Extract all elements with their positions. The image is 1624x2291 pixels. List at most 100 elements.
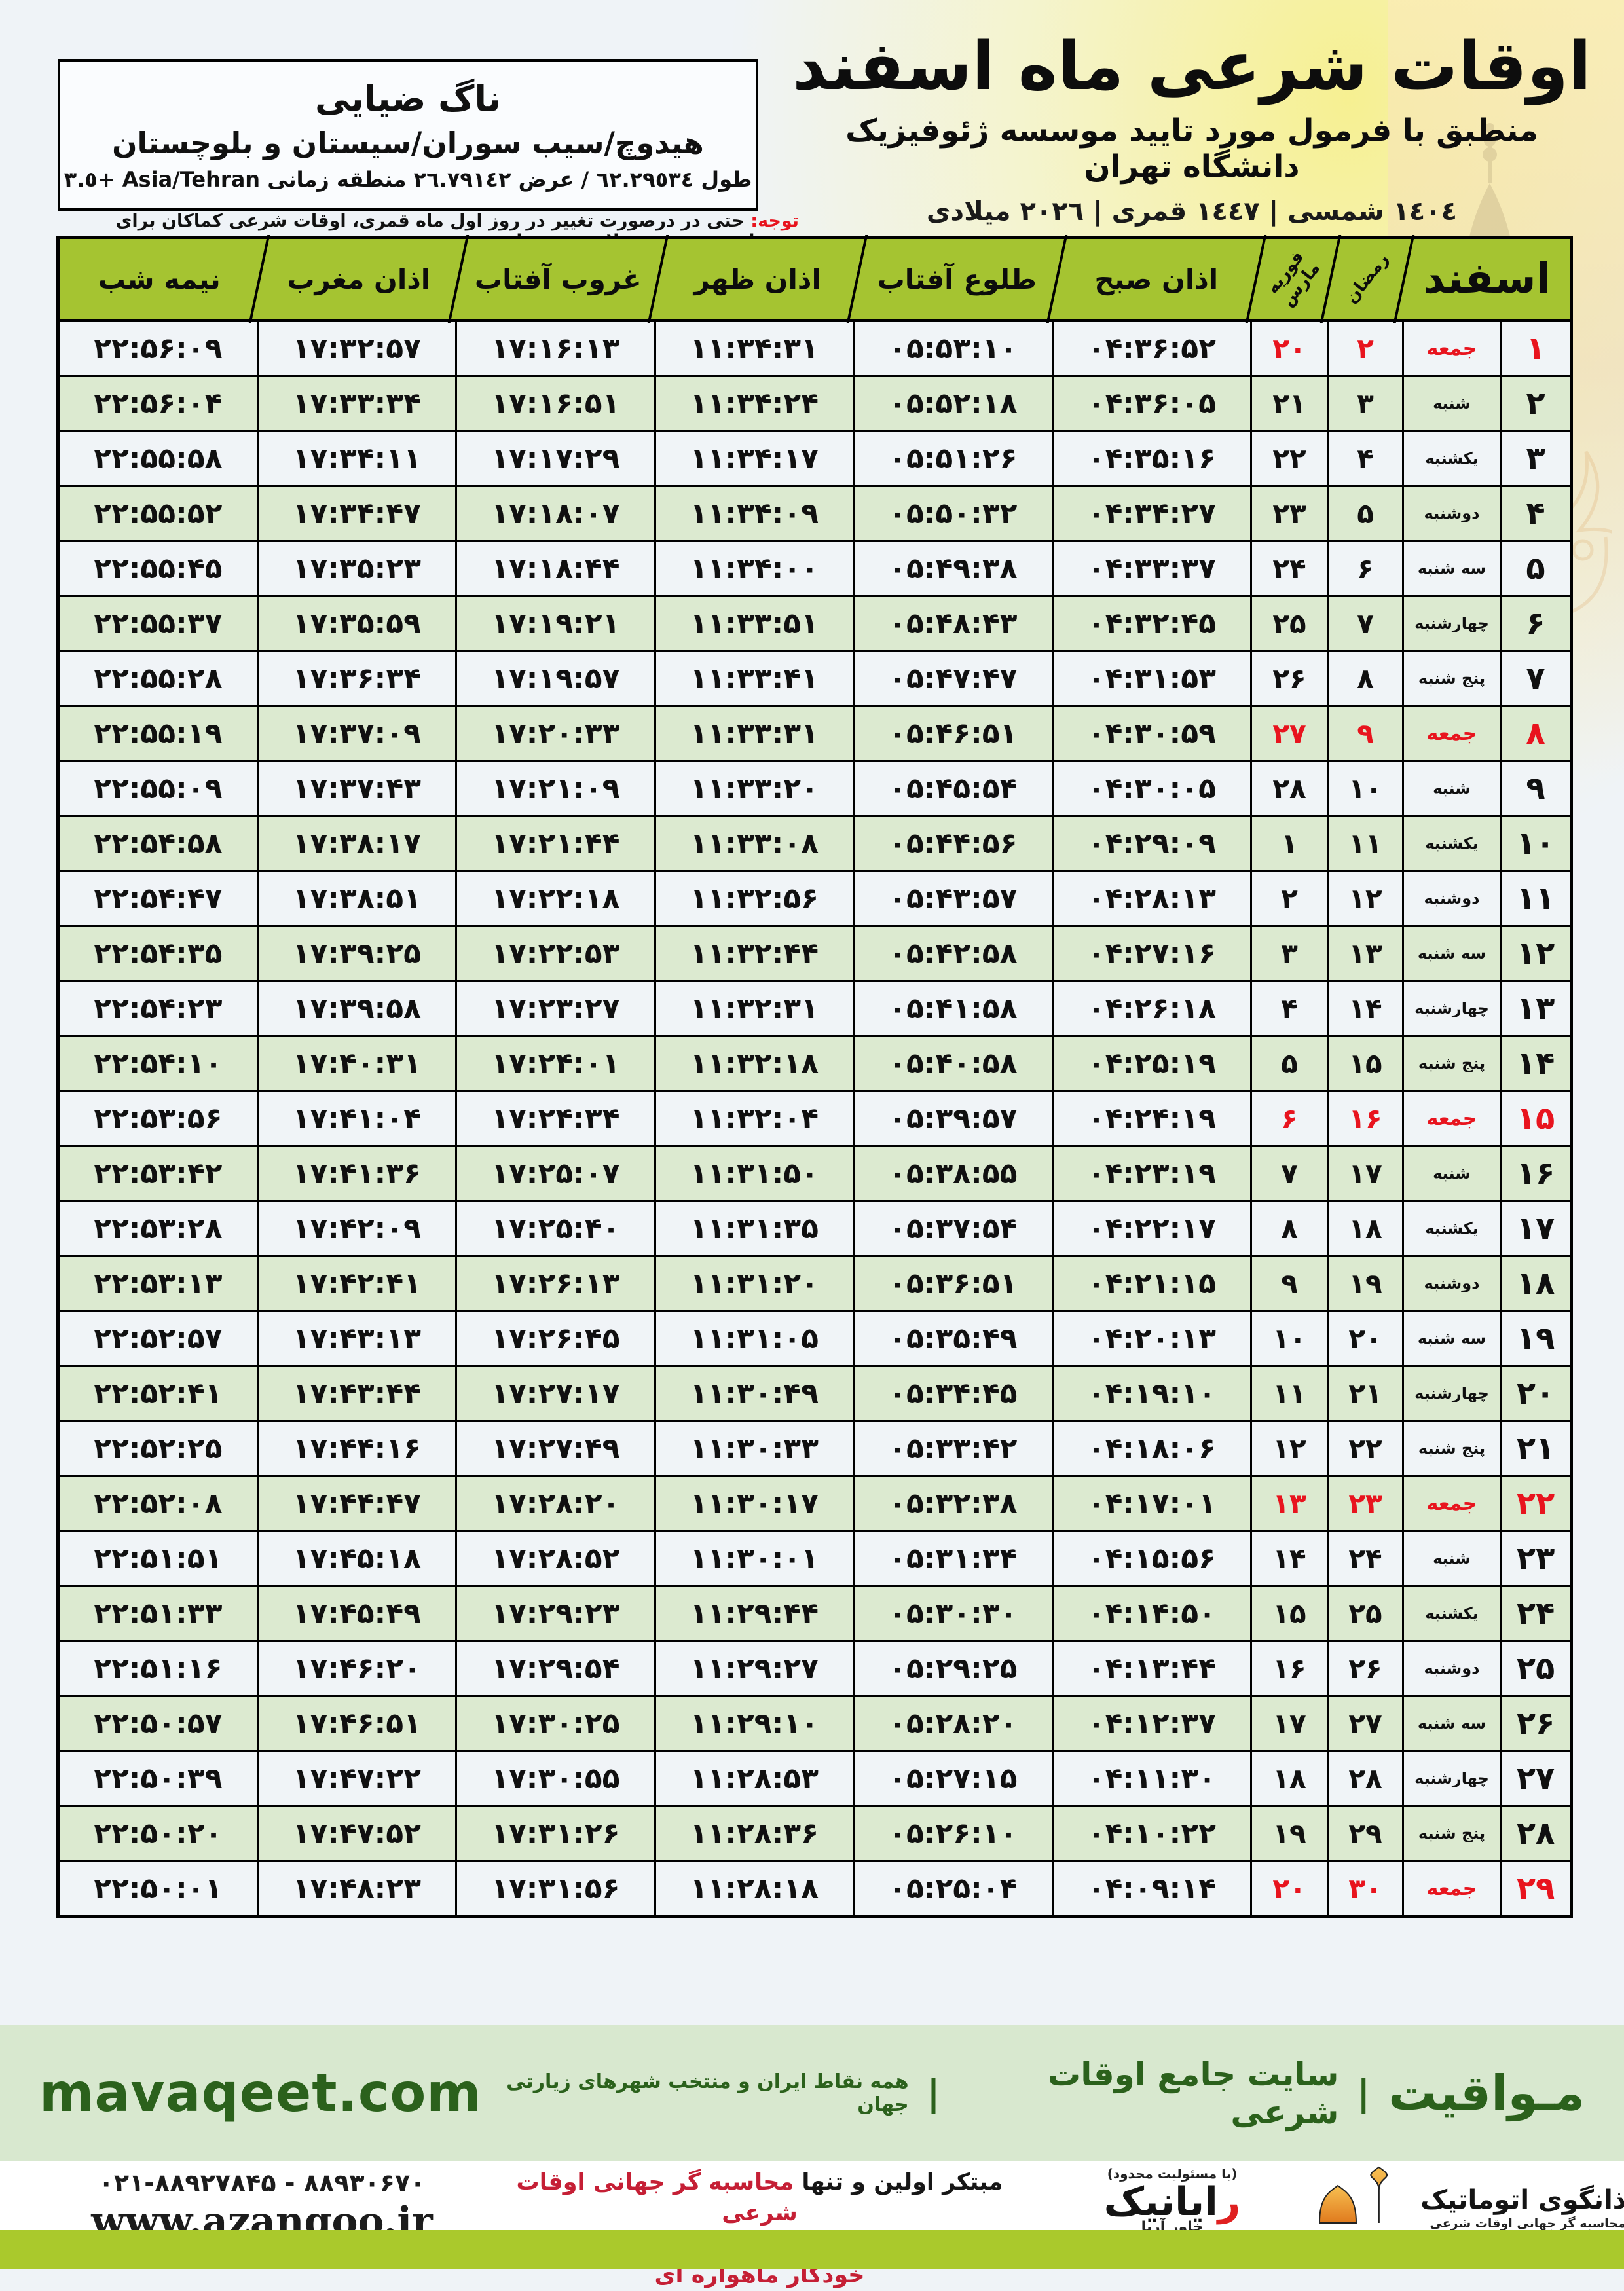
sunset-time: ۱۷:۱۹:۲۱	[455, 597, 654, 650]
ramadan-day: ۱۳	[1327, 927, 1402, 980]
midnight-time: ۲۲:۵۵:۰۹	[60, 762, 257, 815]
day-of-month: ۴	[1500, 487, 1570, 540]
rayanik-initial: ر	[1218, 2179, 1241, 2225]
sunrise-time: ۰۵:۳۱:۳۴	[853, 1532, 1052, 1585]
calendar-years: ١٤٠٤ شمسی | ١٤٤٧ قمری | ٢٠٢٦ میلادی	[786, 196, 1598, 227]
azan-zohr-time: ۱۱:۳۱:۳۵	[654, 1202, 853, 1255]
day-of-month: ۶	[1500, 597, 1570, 650]
table-row: ۶ چهارشنبه ۷ ۲۵ ۰۴:۳۲:۴۵ ۰۵:۴۸:۴۳ ۱۱:۳۳:…	[60, 597, 1570, 652]
azan-maghreb-time: ۱۷:۴۲:۰۹	[257, 1202, 456, 1255]
gregorian-day: ۲۰	[1250, 322, 1327, 375]
azan-zohr-time: ۱۱:۳۳:۲۰	[654, 762, 853, 815]
table-header-row: اسفند رمضان فوریه مارس اذان صبح طلوع آفت…	[60, 239, 1570, 322]
azan-maghreb-time: ۱۷:۳۹:۵۸	[257, 982, 456, 1035]
ramadan-day: ۵	[1327, 487, 1402, 540]
sunset-time: ۱۷:۲۸:۲۰	[455, 1477, 654, 1530]
sunset-time: ۱۷:۲۹:۵۴	[455, 1642, 654, 1695]
weekday-name: جمعه	[1402, 1477, 1500, 1530]
ramadan-day: ۲۸	[1327, 1752, 1402, 1805]
midnight-time: ۲۲:۵۴:۱۰	[60, 1037, 257, 1090]
azan-sobh-time: ۰۴:۳۳:۳۷	[1052, 542, 1251, 595]
sunrise-time: ۰۵:۵۱:۲۶	[853, 432, 1052, 485]
gregorian-day: ۸	[1250, 1202, 1327, 1255]
sunrise-time: ۰۵:۴۱:۵۸	[853, 982, 1052, 1035]
azan-zohr-time: ۱۱:۳۳:۳۱	[654, 707, 853, 760]
azan-sobh-time: ۰۴:۱۳:۴۴	[1052, 1642, 1251, 1695]
sunset-time: ۱۷:۱۶:۱۳	[455, 322, 654, 375]
weekday-name: جمعه	[1402, 1092, 1500, 1145]
azan-zohr-time: ۱۱:۳۳:۴۱	[654, 652, 853, 705]
weekday-name: سه شنبه	[1402, 1697, 1500, 1750]
weekday-name: چهارشنبه	[1402, 1367, 1500, 1420]
weekday-name: چهارشنبه	[1402, 1752, 1500, 1805]
day-of-month: ۱۲	[1500, 927, 1570, 980]
sunset-time: ۱۷:۲۷:۱۷	[455, 1367, 654, 1420]
sunrise-time: ۰۵:۳۹:۵۷	[853, 1092, 1052, 1145]
weekday-name: یکشنبه	[1402, 1587, 1500, 1640]
sunrise-time: ۰۵:۴۰:۵۸	[853, 1037, 1052, 1090]
azan-maghreb-time: ۱۷:۳۵:۲۳	[257, 542, 456, 595]
azan-zohr-time: ۱۱:۳۴:۰۰	[654, 542, 853, 595]
azan-maghreb-time: ۱۷:۴۸:۲۳	[257, 1862, 456, 1915]
midnight-time: ۲۲:۵۲:۴۱	[60, 1367, 257, 1420]
sunrise-time: ۰۵:۲۵:۰۴	[853, 1862, 1052, 1915]
azan-maghreb-time: ۱۷:۳۴:۴۷	[257, 487, 456, 540]
azan-sobh-time: ۰۴:۲۸:۱۳	[1052, 872, 1251, 925]
gregorian-day: ۱۱	[1250, 1367, 1327, 1420]
header-ramadan: رمضان	[1331, 239, 1404, 319]
tagline-1-black: مبتکر اولین و تنها	[794, 2169, 1003, 2195]
midnight-time: ۲۲:۵۰:۳۹	[60, 1752, 257, 1805]
azan-sobh-time: ۰۴:۱۰:۲۲	[1052, 1807, 1251, 1860]
header-nime-shab: نیمه شب	[60, 239, 259, 319]
midnight-time: ۲۲:۵۱:۳۳	[60, 1587, 257, 1640]
day-of-month: ۱۶	[1500, 1147, 1570, 1200]
gregorian-day: ۵	[1250, 1037, 1327, 1090]
header-azan-sobh: اذان صبح	[1057, 239, 1257, 319]
azan-maghreb-time: ۱۷:۳۹:۲۵	[257, 927, 456, 980]
weekday-name: چهارشنبه	[1402, 597, 1500, 650]
azan-zohr-time: ۱۱:۲۸:۵۳	[654, 1752, 853, 1805]
sunset-time: ۱۷:۳۰:۲۵	[455, 1697, 654, 1750]
ramadan-day: ۳۰	[1327, 1862, 1402, 1915]
table-row: ۲۳ شنبه ۲۴ ۱۴ ۰۴:۱۵:۵۶ ۰۵:۳۱:۳۴ ۱۱:۳۰:۰۱…	[60, 1532, 1570, 1587]
azan-sobh-time: ۰۴:۲۱:۱۵	[1052, 1257, 1251, 1310]
gregorian-day: ۲۵	[1250, 597, 1327, 650]
ramadan-day: ۲۶	[1327, 1642, 1402, 1695]
table-row: ۲۱ پنج شنبه ۲۲ ۱۲ ۰۴:۱۸:۰۶ ۰۵:۳۳:۴۲ ۱۱:۳…	[60, 1422, 1570, 1477]
timetable-body: ۱ جمعه ۲ ۲۰ ۰۴:۳۶:۵۲ ۰۵:۵۳:۱۰ ۱۱:۳۴:۳۱ ۱…	[60, 322, 1570, 1915]
azan-zohr-time: ۱۱:۳۳:۵۱	[654, 597, 853, 650]
sunrise-time: ۰۵:۲۹:۲۵	[853, 1642, 1052, 1695]
rayanik-wordmark: رایانیک	[1074, 2182, 1270, 2223]
azan-zohr-time: ۱۱:۳۴:۳۱	[654, 322, 853, 375]
gregorian-day: ۴	[1250, 982, 1327, 1035]
day-of-month: ۲۴	[1500, 1587, 1570, 1640]
azan-zohr-time: ۱۱:۳۱:۵۰	[654, 1147, 853, 1200]
sunrise-time: ۰۵:۳۷:۵۴	[853, 1202, 1052, 1255]
page-title: اوقات شرعی ماه اسفند	[786, 25, 1598, 109]
page-subtitle: منطبق با فرمول مورد تایید موسسه ژئوفیزیک…	[786, 113, 1598, 185]
weekday-name: چهارشنبه	[1402, 982, 1500, 1035]
ramadan-day: ۲۱	[1327, 1367, 1402, 1420]
weekday-name: سه شنبه	[1402, 927, 1500, 980]
phone-numbers: ۰۲۱-۸۸۹۲۷۸۴۵ - ۸۸۹۳۰۶۷۰	[72, 2169, 452, 2197]
azan-zohr-time: ۱۱:۲۹:۱۰	[654, 1697, 853, 1750]
day-of-month: ۱۴	[1500, 1037, 1570, 1090]
table-row: ۲۷ چهارشنبه ۲۸ ۱۸ ۰۴:۱۱:۳۰ ۰۵:۲۷:۱۵ ۱۱:۲…	[60, 1752, 1570, 1807]
ramadan-day: ۱۷	[1327, 1147, 1402, 1200]
midnight-time: ۲۲:۵۴:۳۵	[60, 927, 257, 980]
ramadan-day: ۱۰	[1327, 762, 1402, 815]
azan-sobh-time: ۰۴:۱۷:۰۱	[1052, 1477, 1251, 1530]
azan-sobh-time: ۰۴:۲۳:۱۹	[1052, 1147, 1251, 1200]
sunrise-time: ۰۵:۳۴:۴۵	[853, 1367, 1052, 1420]
azan-zohr-time: ۱۱:۳۴:۱۷	[654, 432, 853, 485]
gregorian-day: ۱۸	[1250, 1752, 1327, 1805]
azan-zohr-time: ۱۱:۳۰:۳۳	[654, 1422, 853, 1475]
azan-sobh-time: ۰۴:۳۱:۵۳	[1052, 652, 1251, 705]
gregorian-day: ۱۳	[1250, 1477, 1327, 1530]
midnight-time: ۲۲:۵۲:۲۵	[60, 1422, 257, 1475]
azan-zohr-time: ۱۱:۲۸:۳۶	[654, 1807, 853, 1860]
azan-zohr-time: ۱۱:۳۰:۰۱	[654, 1532, 853, 1585]
azan-maghreb-time: ۱۷:۴۲:۴۱	[257, 1257, 456, 1310]
